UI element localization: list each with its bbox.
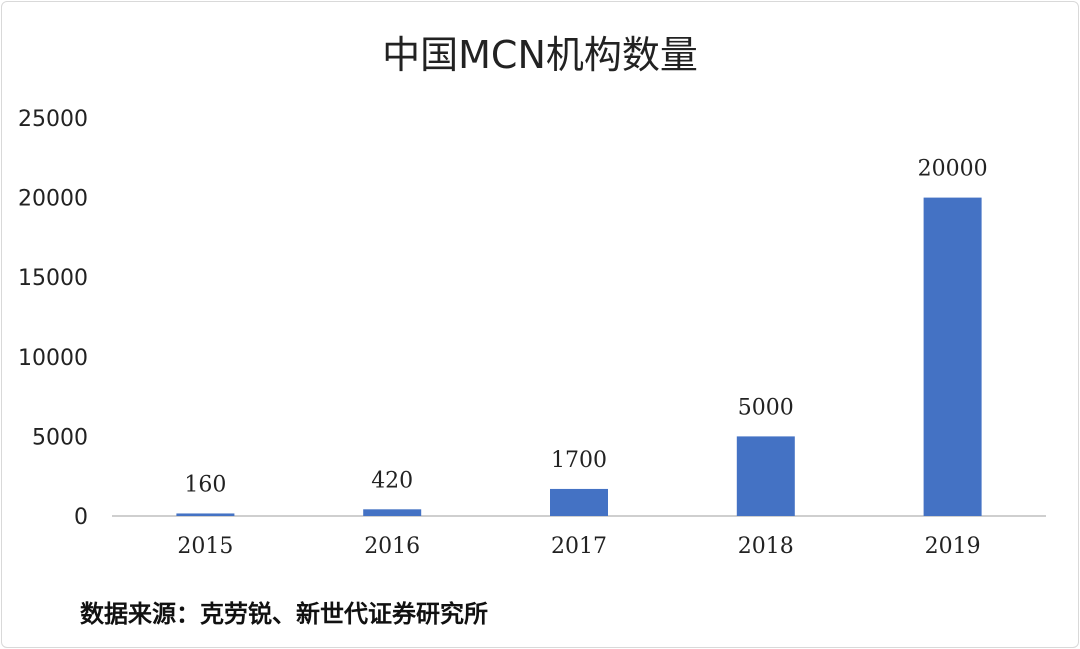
y-tick-label: 20000 [18, 187, 88, 212]
bar [923, 197, 982, 516]
y-tick-label: 5000 [32, 425, 88, 450]
x-tick-label: 2019 [925, 534, 981, 559]
bar [176, 513, 235, 516]
x-tick-label: 2018 [738, 534, 794, 559]
y-tick-label: 15000 [18, 266, 88, 291]
bar [363, 509, 422, 516]
x-tick-label: 2017 [551, 534, 607, 559]
data-label: 1700 [551, 448, 607, 473]
y-axis-tick-labels: 0 5000 10000 15000 20000 25000 [18, 107, 88, 530]
data-label: 420 [371, 468, 413, 493]
x-axis-tick-labels: 2015 2016 2017 2018 2019 [177, 534, 980, 559]
data-label: 5000 [738, 395, 794, 420]
bar [550, 488, 608, 516]
source-note: 数据来源：克劳锐、新世代证券研究所 [80, 599, 488, 628]
y-tick-label: 0 [74, 505, 88, 530]
data-labels: 160 420 1700 5000 20000 [184, 157, 987, 498]
chart-title: 中国MCN机构数量 [382, 33, 698, 77]
x-tick-label: 2015 [177, 534, 233, 559]
y-tick-label: 25000 [18, 107, 88, 132]
data-label: 160 [184, 472, 226, 497]
bars [176, 197, 982, 516]
y-tick-label: 10000 [18, 346, 88, 371]
data-label: 20000 [918, 157, 988, 182]
x-tick-label: 2016 [364, 534, 420, 559]
bar [736, 436, 795, 516]
